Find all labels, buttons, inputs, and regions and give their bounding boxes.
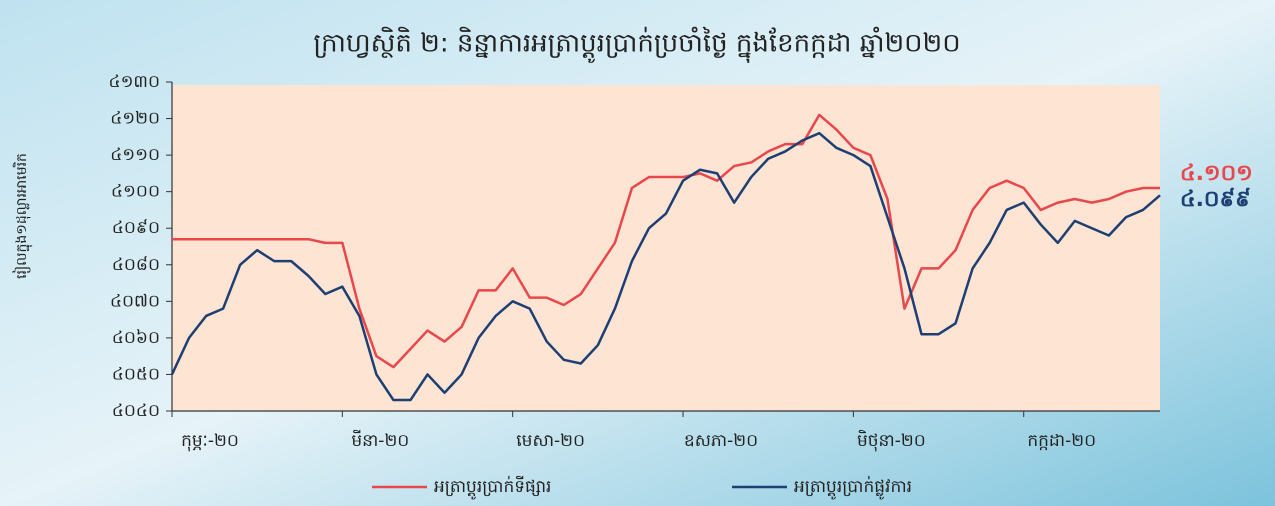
y-tick-label: ៤១០០ <box>111 182 160 202</box>
y-tick-label: ៤០៥០ <box>112 364 160 384</box>
legend-label: អត្រាប្តូរប្រាក់ផ្លូវការ <box>794 475 912 500</box>
y-tick-label: ៤០៤០ <box>112 401 160 421</box>
y-tick-label: ៤០៧០ <box>110 291 160 311</box>
x-tick-label: ឧសភា-២០ <box>684 431 758 451</box>
y-tick-label: ៤១១០ <box>110 145 160 165</box>
chart-title: ក្រាហ្វស្ថិតិ ២: និន្នាការអត្រាប្តូរប្រា… <box>313 27 960 64</box>
x-tick-label: កក្កដា-២០ <box>1027 431 1096 451</box>
y-tick-label: ៤០៨០ <box>112 255 160 275</box>
value-label: ៤.០៩៩ <box>1180 187 1251 212</box>
chart: ក្រាហ្វស្ថិតិ ២: និន្នាការអត្រាប្តូរប្រា… <box>0 0 1275 506</box>
plot-area <box>172 85 1160 411</box>
y-tick-label: ៤១២០ <box>110 109 160 129</box>
x-tick-label: មេសា-២០ <box>516 431 585 451</box>
x-tick-label: មីនា-២០ <box>351 429 409 451</box>
x-tick-label: មិថុនា-២០ <box>857 429 926 452</box>
y-tick-label: ៤១៣០ <box>109 72 160 92</box>
y-tick-label: ៤០៦០ <box>112 328 160 348</box>
y-tick-label: ៤០៩០ <box>112 218 160 238</box>
x-tick-label: កុម្ភៈ-២០ <box>181 431 239 452</box>
legend-label: អត្រាប្តូរប្រាក់ទីផ្សារ <box>434 475 551 500</box>
page: ក្រាហ្វស្ថិតិ ២: និន្នាការអត្រាប្តូរប្រា… <box>0 0 1275 506</box>
value-label: ៤.១០១ <box>1180 161 1253 186</box>
y-axis-label: រៀលក្នុង១ដុល្លារអាមេរិក <box>12 153 33 279</box>
